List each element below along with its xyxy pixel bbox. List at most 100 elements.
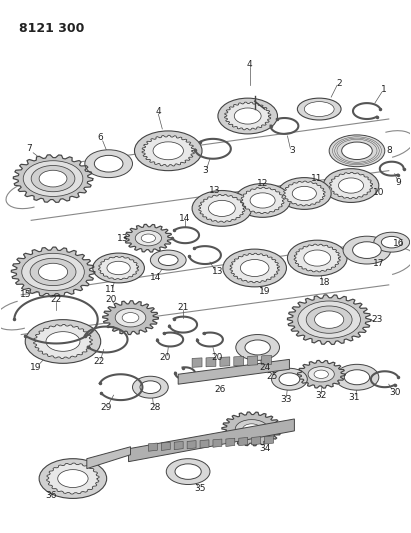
Polygon shape [87, 447, 131, 469]
Text: 36: 36 [45, 491, 57, 500]
Ellipse shape [107, 261, 130, 274]
Ellipse shape [306, 306, 352, 333]
Text: 34: 34 [259, 445, 270, 453]
Text: 26: 26 [214, 385, 226, 394]
Ellipse shape [192, 190, 252, 227]
Ellipse shape [135, 231, 162, 246]
Ellipse shape [234, 108, 261, 124]
Text: 3: 3 [289, 146, 295, 155]
Text: 11: 11 [310, 174, 322, 183]
Ellipse shape [342, 142, 372, 159]
Polygon shape [287, 295, 371, 344]
Text: 33: 33 [281, 394, 292, 403]
Text: 7: 7 [26, 144, 32, 154]
Polygon shape [192, 358, 202, 367]
Polygon shape [222, 412, 282, 446]
Ellipse shape [304, 250, 330, 266]
Ellipse shape [279, 373, 300, 385]
Ellipse shape [277, 177, 331, 209]
Ellipse shape [85, 150, 132, 177]
Ellipse shape [150, 250, 186, 270]
Ellipse shape [329, 135, 385, 167]
Ellipse shape [323, 168, 379, 203]
Ellipse shape [243, 424, 261, 434]
Ellipse shape [30, 259, 76, 286]
Text: 12: 12 [257, 179, 268, 188]
Ellipse shape [223, 249, 286, 287]
Text: 14: 14 [150, 273, 161, 282]
Ellipse shape [132, 376, 168, 398]
Ellipse shape [58, 470, 88, 488]
Ellipse shape [22, 253, 84, 290]
Text: 18: 18 [319, 278, 331, 287]
Text: 1: 1 [381, 85, 387, 94]
Text: 32: 32 [316, 391, 327, 400]
Ellipse shape [39, 263, 68, 281]
Text: 8121 300: 8121 300 [19, 22, 85, 35]
Ellipse shape [353, 242, 381, 259]
Ellipse shape [240, 260, 269, 277]
Text: 21: 21 [178, 303, 189, 312]
Text: 4: 4 [155, 107, 161, 116]
Polygon shape [99, 256, 139, 280]
Polygon shape [206, 358, 216, 367]
Polygon shape [230, 253, 279, 282]
Text: 13: 13 [209, 186, 221, 195]
Text: 31: 31 [348, 393, 360, 401]
Polygon shape [13, 155, 93, 203]
Ellipse shape [292, 187, 316, 200]
Ellipse shape [339, 178, 363, 193]
Ellipse shape [39, 459, 107, 498]
Polygon shape [284, 181, 325, 206]
Ellipse shape [208, 200, 235, 216]
Polygon shape [239, 438, 248, 446]
Polygon shape [226, 438, 235, 447]
Text: 20: 20 [211, 353, 223, 362]
Text: 23: 23 [371, 315, 383, 324]
Text: 9: 9 [396, 178, 402, 187]
Ellipse shape [140, 381, 161, 393]
Polygon shape [148, 443, 157, 451]
Ellipse shape [23, 161, 83, 197]
Polygon shape [224, 102, 271, 130]
Polygon shape [241, 187, 284, 214]
Text: 29: 29 [100, 402, 111, 411]
Text: 6: 6 [98, 133, 104, 142]
Ellipse shape [298, 98, 341, 120]
Ellipse shape [39, 170, 67, 187]
Ellipse shape [287, 240, 347, 276]
Ellipse shape [175, 464, 201, 479]
Ellipse shape [314, 370, 328, 378]
Ellipse shape [335, 365, 379, 390]
Text: 20: 20 [159, 353, 171, 362]
Text: 17: 17 [373, 259, 385, 268]
Polygon shape [125, 224, 172, 252]
Text: 20: 20 [105, 295, 116, 304]
Ellipse shape [235, 419, 268, 438]
Ellipse shape [25, 320, 101, 364]
Ellipse shape [122, 312, 139, 322]
Text: 2: 2 [336, 79, 342, 88]
Polygon shape [234, 357, 244, 366]
Text: 13: 13 [212, 268, 224, 277]
Polygon shape [199, 195, 245, 222]
Text: 25: 25 [266, 372, 277, 381]
Polygon shape [262, 356, 272, 365]
Text: 10: 10 [373, 188, 385, 197]
Ellipse shape [250, 193, 275, 208]
Polygon shape [129, 419, 294, 462]
Polygon shape [329, 172, 373, 199]
Ellipse shape [93, 253, 144, 283]
Polygon shape [161, 442, 170, 450]
Polygon shape [46, 463, 99, 494]
Text: 14: 14 [180, 214, 191, 223]
Polygon shape [174, 441, 183, 450]
Ellipse shape [304, 102, 334, 117]
Ellipse shape [134, 131, 202, 171]
Text: 4: 4 [247, 60, 252, 69]
Text: 8: 8 [386, 146, 392, 155]
Polygon shape [220, 357, 230, 366]
Polygon shape [34, 325, 92, 359]
Text: 30: 30 [389, 387, 400, 397]
Ellipse shape [272, 368, 307, 390]
